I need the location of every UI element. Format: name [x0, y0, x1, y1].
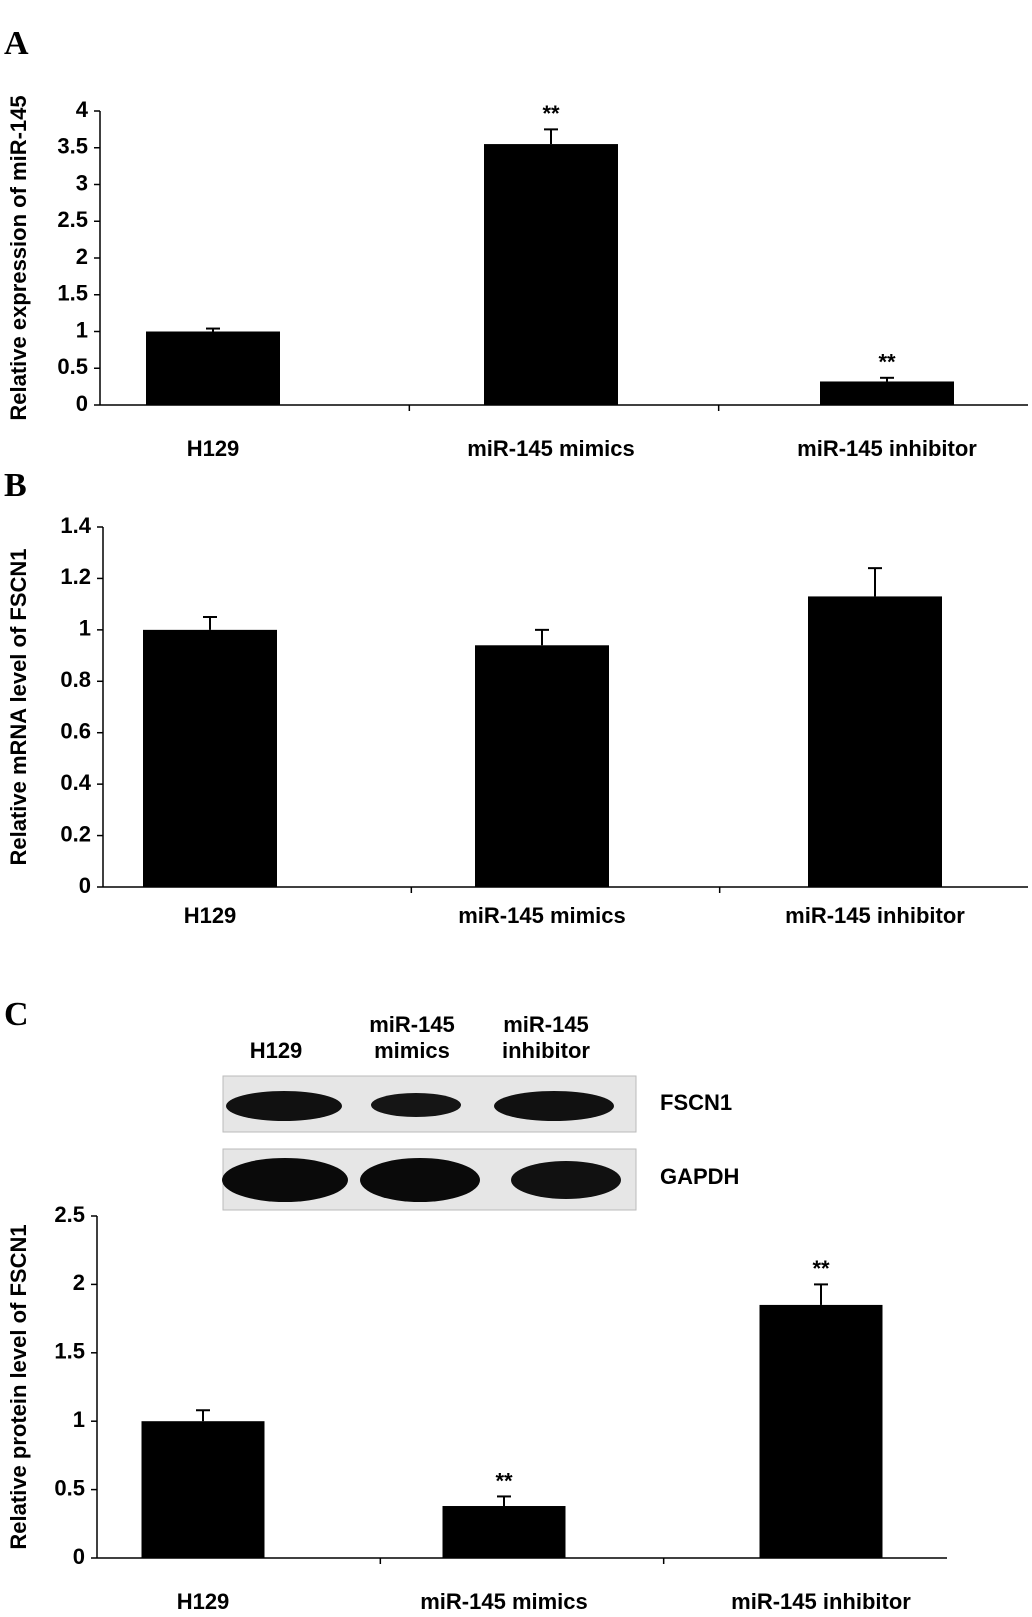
y-tick-label: 0.5 — [57, 354, 88, 379]
y-tick-label: 0.2 — [60, 821, 91, 846]
y-tick-label: 0 — [79, 873, 91, 898]
y-tick-label: 0.6 — [60, 719, 91, 744]
y-tick-label: 1 — [79, 616, 91, 641]
y-tick-label: 3.5 — [57, 134, 88, 159]
bar — [759, 1304, 883, 1558]
band — [511, 1161, 621, 1199]
y-axis-label: Relative expression of miR-145 — [6, 95, 31, 420]
significance: ** — [542, 101, 560, 126]
y-axis-label: Relative mRNA level of FSCN1 — [6, 548, 31, 865]
y-tick-label: 2.5 — [54, 1202, 85, 1227]
x-tick-label: miR-145 mimics — [420, 1589, 588, 1614]
band — [360, 1158, 480, 1202]
significance: ** — [495, 1468, 513, 1493]
lane-label: inhibitor — [502, 1038, 590, 1063]
y-tick-label: 1.5 — [54, 1339, 85, 1364]
x-tick-label: miR-145 mimics — [467, 436, 635, 461]
x-tick-label: H129 — [177, 1589, 230, 1614]
x-tick-label: H129 — [187, 436, 240, 461]
y-tick-label: 3 — [76, 170, 88, 195]
y-axis-label: Relative protein level of FSCN1 — [6, 1224, 31, 1549]
y-tick-label: 1.2 — [60, 564, 91, 589]
bar — [484, 144, 618, 405]
x-tick-label: miR-145 inhibitor — [785, 903, 965, 928]
y-tick-label: 0 — [76, 391, 88, 416]
y-tick-label: 1.5 — [57, 281, 88, 306]
panel-label: C — [4, 996, 29, 1033]
band — [494, 1091, 614, 1121]
band — [222, 1158, 348, 1202]
band — [371, 1093, 461, 1117]
bar — [808, 596, 942, 887]
y-tick-label: 2 — [76, 244, 88, 269]
x-tick-label: miR-145 inhibitor — [797, 436, 977, 461]
y-tick-label: 0.5 — [54, 1475, 85, 1500]
bar — [475, 645, 609, 887]
y-tick-label: 0.4 — [60, 770, 91, 795]
lane-label: miR-145 — [503, 1012, 589, 1037]
x-tick-label: H129 — [184, 903, 237, 928]
y-tick-label: 1 — [73, 1407, 85, 1432]
y-tick-label: 2.5 — [57, 207, 88, 232]
bar — [143, 629, 277, 887]
band-label: FSCN1 — [660, 1090, 732, 1115]
significance: ** — [812, 1256, 830, 1281]
band-label: GAPDH — [660, 1164, 739, 1189]
bar — [442, 1506, 566, 1558]
panel-label: A — [4, 25, 29, 62]
y-tick-label: 2 — [73, 1270, 85, 1295]
bar — [820, 381, 954, 405]
y-tick-label: 1.4 — [60, 513, 91, 538]
x-tick-label: miR-145 inhibitor — [731, 1589, 911, 1614]
western-blot — [222, 1075, 637, 1211]
y-tick-label: 0 — [73, 1544, 85, 1569]
y-tick-label: 1 — [76, 317, 88, 342]
panel-label: B — [4, 467, 27, 504]
bar — [146, 331, 280, 405]
band — [226, 1091, 342, 1121]
y-tick-label: 4 — [76, 97, 89, 122]
lane-label: miR-145 — [369, 1012, 455, 1037]
y-tick-label: 0.8 — [60, 667, 91, 692]
lane-label: H129 — [250, 1038, 303, 1063]
bar — [141, 1421, 265, 1558]
lane-label: mimics — [374, 1038, 450, 1063]
significance: ** — [878, 350, 896, 375]
x-tick-label: miR-145 mimics — [458, 903, 626, 928]
